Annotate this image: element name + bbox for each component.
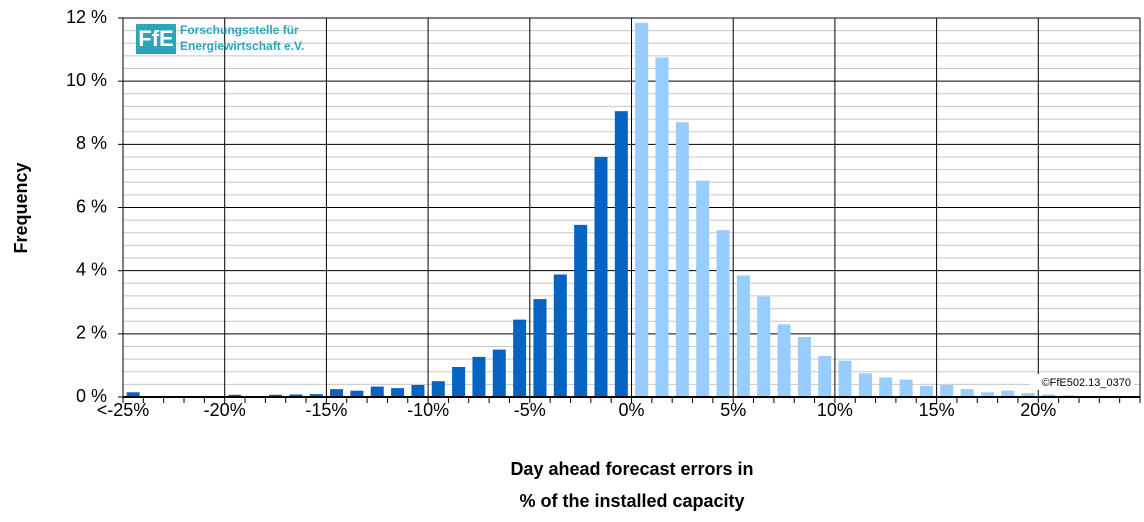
- bar: [818, 355, 832, 397]
- bar: [1021, 393, 1035, 397]
- bar: [533, 299, 547, 397]
- bar: [492, 349, 506, 397]
- bar: [126, 392, 140, 397]
- bar: [838, 360, 852, 397]
- bar: [1041, 394, 1055, 397]
- bar: [574, 224, 588, 397]
- x-tick-label: 20%: [1020, 400, 1056, 420]
- bar: [269, 394, 283, 397]
- bar: [757, 296, 771, 397]
- bar: [452, 366, 466, 397]
- bar: [980, 392, 994, 397]
- bar: [289, 394, 303, 397]
- x-tick-label: 10%: [817, 400, 853, 420]
- bar: [940, 384, 954, 397]
- bar: [411, 384, 425, 397]
- bar: [899, 379, 913, 397]
- x-tick-label: <-25%: [97, 400, 150, 420]
- copyright-bg: [1030, 374, 1134, 390]
- y-axis-title: Frequency: [11, 162, 31, 253]
- bar: [797, 336, 811, 397]
- x-axis-title: % of the installed capacity: [519, 491, 744, 511]
- y-tick-label: 4 %: [76, 259, 107, 279]
- bar: [431, 381, 445, 397]
- logo-text: Energiewirtschaft e.V.: [180, 39, 304, 53]
- bar: [675, 122, 689, 397]
- x-tick-label: 0%: [618, 400, 644, 420]
- x-tick-label: -20%: [204, 400, 246, 420]
- bar: [716, 230, 730, 397]
- bar: [1001, 390, 1015, 397]
- bar: [614, 111, 628, 397]
- bar: [553, 274, 567, 397]
- y-tick-label: 12 %: [66, 7, 107, 27]
- x-tick-label: -5%: [514, 400, 546, 420]
- bar: [635, 22, 649, 398]
- bar: [696, 180, 710, 397]
- bar: [472, 356, 486, 397]
- bar: [391, 388, 405, 397]
- logo-mark-bg: [136, 24, 176, 54]
- bar: [513, 319, 527, 397]
- copyright: ©FfE502.13_0370: [1042, 377, 1131, 389]
- bar: [879, 377, 893, 397]
- bar: [919, 385, 933, 397]
- bar: [736, 275, 750, 397]
- logo-text: Forschungsstelle für: [180, 23, 299, 37]
- logo-mark: FfE: [138, 26, 173, 51]
- x-tick-label: 15%: [919, 400, 955, 420]
- bar: [350, 390, 364, 397]
- y-tick-label: 8 %: [76, 133, 107, 153]
- bar: [330, 389, 344, 397]
- bar: [960, 389, 974, 397]
- y-tick-label: 0 %: [76, 386, 107, 406]
- x-axis-title: Day ahead forecast errors in: [510, 459, 753, 479]
- bar: [370, 386, 384, 397]
- bar: [228, 394, 242, 397]
- bar: [858, 373, 872, 397]
- bar: [777, 324, 791, 397]
- bar: [594, 156, 608, 397]
- x-tick-label: -15%: [305, 400, 347, 420]
- x-tick-label: -10%: [407, 400, 449, 420]
- y-tick-label: 6 %: [76, 196, 107, 216]
- y-tick-label: 10 %: [66, 70, 107, 90]
- y-tick-label: 2 %: [76, 323, 107, 343]
- bar: [655, 57, 669, 398]
- x-tick-label: 5%: [720, 400, 746, 420]
- bar: [309, 394, 323, 397]
